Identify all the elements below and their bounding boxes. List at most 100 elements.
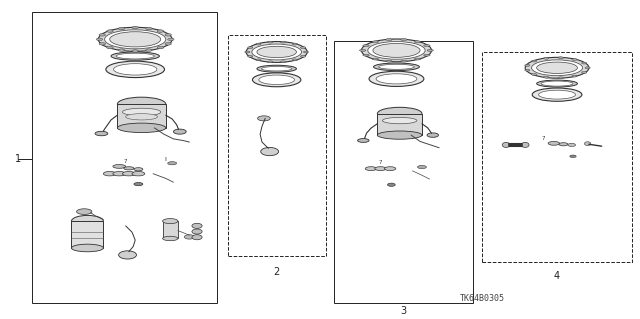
Text: 7: 7 — [124, 159, 127, 164]
Ellipse shape — [383, 117, 417, 124]
Bar — [334, 41, 473, 303]
Ellipse shape — [414, 41, 420, 43]
Ellipse shape — [373, 43, 420, 57]
Ellipse shape — [165, 33, 172, 36]
Ellipse shape — [124, 167, 134, 170]
Ellipse shape — [385, 167, 396, 171]
Ellipse shape — [134, 182, 143, 186]
Ellipse shape — [376, 74, 417, 84]
Ellipse shape — [113, 64, 157, 75]
Ellipse shape — [168, 38, 174, 41]
Ellipse shape — [522, 142, 529, 147]
Text: ı: ı — [164, 156, 167, 162]
Ellipse shape — [257, 116, 270, 121]
Ellipse shape — [246, 41, 307, 63]
Ellipse shape — [106, 61, 164, 78]
Ellipse shape — [97, 38, 102, 41]
Ellipse shape — [109, 32, 161, 47]
Ellipse shape — [414, 58, 420, 60]
Ellipse shape — [525, 69, 530, 71]
Ellipse shape — [146, 27, 152, 30]
Ellipse shape — [368, 41, 425, 59]
Ellipse shape — [248, 47, 253, 48]
Ellipse shape — [281, 61, 285, 63]
Text: 3: 3 — [401, 306, 406, 316]
Ellipse shape — [184, 235, 195, 239]
Ellipse shape — [113, 172, 125, 176]
Ellipse shape — [537, 80, 577, 87]
Ellipse shape — [118, 27, 125, 30]
Ellipse shape — [99, 42, 106, 45]
Ellipse shape — [570, 155, 576, 158]
Ellipse shape — [72, 244, 103, 252]
Ellipse shape — [401, 60, 407, 62]
Ellipse shape — [256, 43, 261, 45]
Ellipse shape — [252, 44, 301, 60]
Ellipse shape — [378, 131, 422, 139]
Ellipse shape — [132, 50, 138, 52]
Ellipse shape — [572, 58, 577, 60]
Ellipse shape — [525, 64, 530, 66]
Ellipse shape — [268, 61, 273, 63]
Ellipse shape — [77, 209, 92, 214]
Ellipse shape — [132, 172, 145, 176]
Ellipse shape — [99, 27, 172, 51]
Ellipse shape — [424, 45, 430, 47]
Ellipse shape — [525, 57, 589, 78]
Ellipse shape — [173, 129, 186, 134]
Ellipse shape — [358, 138, 369, 142]
Ellipse shape — [584, 142, 591, 145]
Ellipse shape — [117, 97, 166, 111]
Ellipse shape — [95, 131, 108, 136]
Ellipse shape — [582, 62, 587, 64]
Bar — [72, 221, 103, 248]
Ellipse shape — [539, 90, 575, 99]
Ellipse shape — [260, 147, 278, 156]
Ellipse shape — [401, 39, 407, 41]
Ellipse shape — [168, 162, 177, 165]
Ellipse shape — [424, 54, 430, 56]
Ellipse shape — [163, 219, 178, 224]
Ellipse shape — [558, 57, 563, 59]
Bar — [228, 34, 326, 256]
Text: 7: 7 — [541, 136, 545, 141]
Text: 4: 4 — [554, 271, 560, 281]
Ellipse shape — [157, 46, 164, 49]
Text: 2: 2 — [273, 267, 280, 277]
Ellipse shape — [301, 47, 306, 48]
Ellipse shape — [116, 53, 154, 59]
Ellipse shape — [568, 143, 575, 146]
Text: 1: 1 — [15, 154, 21, 165]
Ellipse shape — [256, 59, 261, 61]
Ellipse shape — [122, 172, 135, 176]
Ellipse shape — [292, 43, 298, 45]
Ellipse shape — [427, 49, 433, 51]
Ellipse shape — [365, 167, 377, 171]
Ellipse shape — [163, 236, 178, 241]
Ellipse shape — [103, 172, 116, 176]
Ellipse shape — [532, 74, 537, 75]
Ellipse shape — [303, 51, 308, 53]
Ellipse shape — [559, 143, 568, 146]
Ellipse shape — [107, 30, 113, 32]
Ellipse shape — [548, 141, 559, 145]
Ellipse shape — [257, 46, 296, 58]
Ellipse shape — [125, 114, 157, 120]
Ellipse shape — [372, 58, 379, 60]
Ellipse shape — [257, 65, 296, 72]
Ellipse shape — [118, 49, 125, 51]
Ellipse shape — [113, 165, 125, 168]
Ellipse shape — [146, 49, 152, 51]
Ellipse shape — [558, 77, 563, 79]
Ellipse shape — [157, 30, 164, 32]
Ellipse shape — [134, 168, 143, 171]
Bar — [163, 221, 178, 239]
Ellipse shape — [252, 73, 301, 87]
Ellipse shape — [362, 39, 431, 62]
Ellipse shape — [192, 235, 202, 240]
Ellipse shape — [132, 26, 138, 29]
Ellipse shape — [281, 41, 285, 43]
Ellipse shape — [165, 42, 172, 45]
Ellipse shape — [117, 123, 166, 133]
Ellipse shape — [292, 59, 298, 61]
